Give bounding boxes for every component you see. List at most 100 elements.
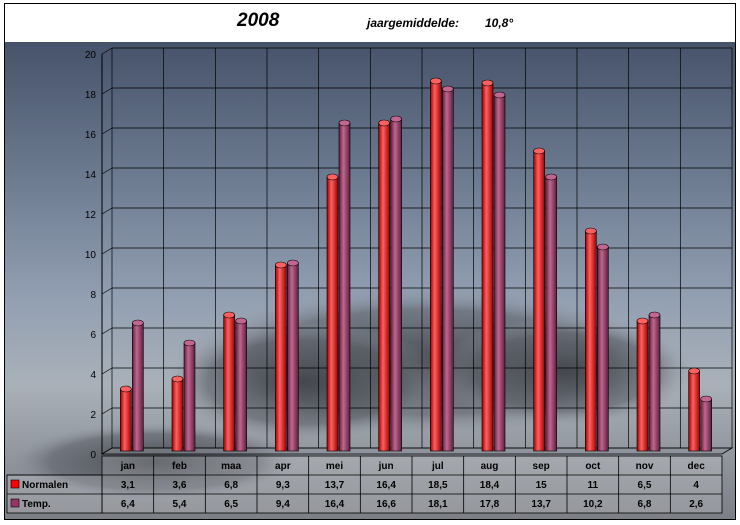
data-label: 6,8 [638,499,652,510]
bar-normalen-mei [326,176,339,452]
x-category-label: aug [481,461,499,472]
data-label: 16,4 [376,480,396,491]
gridline-side [101,327,113,335]
data-label: 3,6 [173,480,187,491]
bar-normalen-feb [171,378,184,452]
x-category-label: dec [688,461,706,472]
bar-temp-jun [390,118,402,452]
y-tick-label: 20 [85,50,97,61]
data-label: 18,5 [428,480,448,491]
y-tick-label: 12 [85,210,97,221]
annual-average-value: 10,8° [485,16,514,30]
data-label: 17,8 [480,499,500,510]
bar-cap [700,395,712,403]
bar-normalen-jul [430,80,442,452]
bar-normalen-nov [636,320,649,452]
data-table: jan feb maa apr mei jun jul aug sep oct nov dec Norm… [6,455,723,514]
y-tick-label: 14 [85,170,97,181]
y-tick-label: 6 [90,330,96,341]
x-category-label: nov [636,461,654,472]
data-label: 16,6 [376,499,396,510]
bar-cap [378,119,390,127]
bar-cap [585,227,597,235]
x-category-label: sep [533,461,550,472]
data-label: 16,4 [325,499,345,510]
chart-frame: 2008 jaargemiddelde: 10,8° 0 2 4 6 8 10 12 14 16… [4,3,736,520]
bar-cap [275,261,287,269]
data-label: 10,2 [583,499,603,510]
bar-cap [597,243,609,251]
bar-chart: 0 2 4 6 8 10 12 14 16 18 20 jan feb maa apr mei jun jul a… [5,47,734,514]
bar-normalen-jan [120,388,132,452]
bar-temp-jan [132,322,144,452]
data-label: 13,7 [325,480,345,491]
x-category-label: jul [431,461,444,472]
y-tick-label: 0 [90,450,96,461]
bar-temp-oct [597,246,609,452]
y-tick-label: 18 [85,90,97,101]
data-label: 18,1 [428,499,448,510]
data-label: 6,5 [224,499,238,510]
gridline-side [101,87,113,95]
bar-temp-dec [700,398,712,452]
data-label: 6,4 [121,499,135,510]
bar-cap [171,375,184,383]
x-category-label: jan [120,461,135,472]
bar-normalen-jun [378,122,390,452]
bar-temp-feb [183,342,196,452]
data-label: 9,4 [276,499,290,510]
data-label: 18,4 [480,480,500,491]
x-category-label: feb [172,461,187,472]
legend-swatch [10,479,20,489]
bar-cap [120,385,132,393]
gridline-side [101,127,113,135]
bar-normalen-sep [533,150,545,452]
bar-cap [287,259,299,267]
data-label: 6,5 [638,480,652,491]
legend-label: Temp. [22,499,51,510]
chart-grid [100,47,734,455]
gridline-side [101,247,113,255]
bar-normalen-oct [585,230,597,452]
bar-normalen-maa [223,314,235,452]
data-label: 13,7 [531,499,551,510]
x-category-label: maa [221,461,241,472]
bar-cap [132,319,144,327]
data-label: 11 [588,480,599,491]
bar-normalen-dec [688,370,700,452]
data-label: 9,3 [276,480,290,491]
gridline-side [101,447,113,455]
gridline-side [101,167,113,175]
gridline-side [101,287,113,295]
bar-cap [183,339,196,347]
legend-label: Normalen [22,480,68,491]
bar-temp-apr [287,262,299,452]
bar-cap [545,173,557,181]
bar-cap [326,173,339,181]
data-label: 6,8 [224,480,238,491]
x-category-label: apr [275,461,291,472]
data-label: 5,4 [173,499,187,510]
gridline-side [101,207,113,215]
x-category-label: mei [326,461,343,472]
bar-temp-mei [338,122,351,452]
x-category-label: jun [378,461,394,472]
bar-cap [223,311,235,319]
legend-swatch [10,498,20,508]
gridline-side [101,47,113,55]
y-tick-label: 16 [85,130,97,141]
bar-cap [338,119,351,127]
bar-normalen-aug [481,82,494,452]
chart-header: 2008 jaargemiddelde: 10,8° [5,4,735,43]
bar-temp-maa [235,320,247,452]
data-label: 15 [536,480,548,491]
bar-cap [636,317,649,325]
gridline-side [101,407,113,415]
bar-cap [481,79,494,87]
bar-cap [648,311,661,319]
y-tick-label: 10 [85,250,97,261]
gridline-side [101,367,113,375]
chart-title-year: 2008 [237,10,280,31]
bar-series [120,77,712,452]
data-label: 4 [693,480,699,491]
